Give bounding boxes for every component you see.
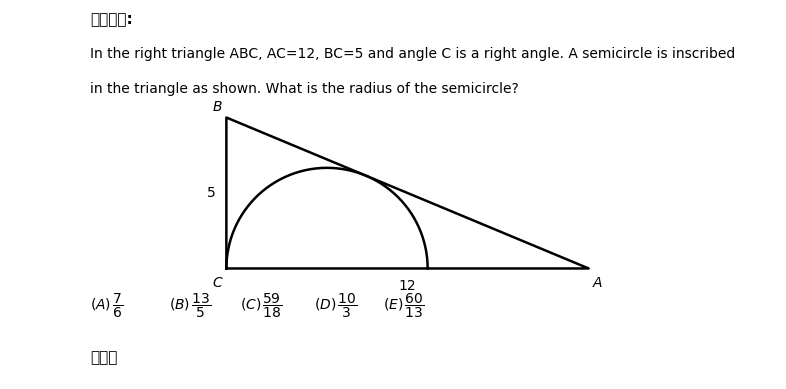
Text: 12: 12 [399, 279, 417, 293]
Text: $(C)\,\dfrac{59}{18}$: $(C)\,\dfrac{59}{18}$ [240, 291, 282, 319]
Text: A: A [593, 276, 603, 290]
Text: in the triangle as shown. What is the radius of the semicircle?: in the triangle as shown. What is the ra… [90, 82, 519, 96]
Text: C: C [212, 276, 222, 290]
Text: 解析：: 解析： [90, 350, 118, 365]
Text: B: B [212, 100, 222, 114]
Text: $(D)\,\dfrac{10}{3}$: $(D)\,\dfrac{10}{3}$ [314, 291, 358, 319]
Text: $(B)\,\dfrac{13}{5}$: $(B)\,\dfrac{13}{5}$ [169, 291, 211, 319]
Text: In the right triangle ABC, AC=12, BC=5 and angle C is a right angle. A semicircl: In the right triangle ABC, AC=12, BC=5 a… [90, 47, 736, 61]
Text: $(A)\,\dfrac{7}{6}$: $(A)\,\dfrac{7}{6}$ [90, 291, 123, 319]
Text: 题目解析:: 题目解析: [90, 12, 133, 27]
Text: $(E)\,\dfrac{60}{13}$: $(E)\,\dfrac{60}{13}$ [383, 291, 424, 319]
Text: 5: 5 [207, 186, 216, 200]
